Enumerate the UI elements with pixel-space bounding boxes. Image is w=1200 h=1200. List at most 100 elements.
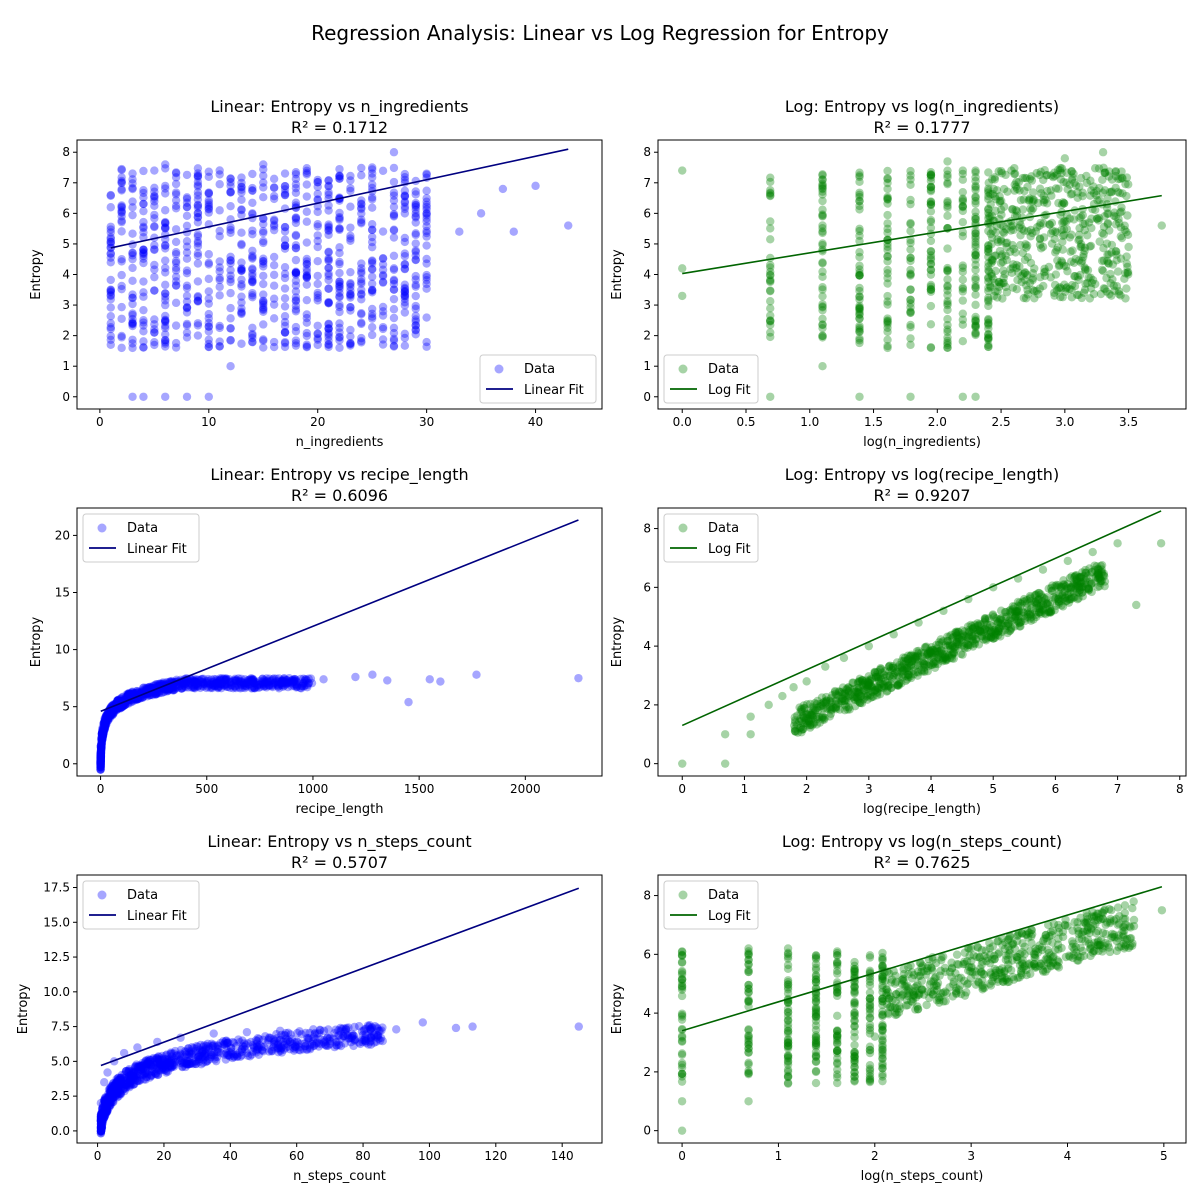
scatter-cloud-point [335,328,344,337]
scatter-cloud-point [990,278,1000,288]
scatter-cloud-point [248,676,258,685]
scatter-cloud-point [971,330,980,340]
scatter-cloud-point [891,997,900,1006]
scatter-cloud-point [367,285,377,295]
scatter-cloud-point [117,1070,127,1080]
scatter-cloud-point [818,175,827,185]
scatter-cloud-point [1028,274,1037,283]
scatter-cloud-point [1036,590,1045,599]
scatter-cloud-point [963,979,973,988]
scatter-cloud-point [926,173,936,182]
scatter-cloud-point [1061,594,1070,603]
scatter-cloud-point [1058,590,1067,600]
scatter-cloud-point [378,166,388,176]
scatter-cloud-point [990,192,1000,201]
scatter-cloud-point [920,656,929,666]
scatter-cloud-point [1067,582,1076,592]
scatter-cloud-point [876,679,886,688]
scatter-cloud-point [291,287,301,296]
scatter-cloud-point [96,752,106,761]
scatter-cloud-point [125,1076,135,1085]
scatter-cloud-point [324,225,333,235]
scatter-cloud-point [211,675,221,684]
scatter-cloud-point [129,689,139,698]
scatter-cloud-point [303,1033,312,1043]
scatter-cloud-point [252,1039,261,1048]
scatter-cloud-point [248,276,257,286]
scatter-cloud-point [854,677,863,687]
scatter-cloud-point [153,689,162,698]
scatter-cloud-point [1120,221,1129,230]
scatter-cloud-point [177,684,186,693]
scatter-cloud-point [248,277,257,287]
scatter-cloud-point [927,642,936,652]
scatter-cloud-point [144,1055,153,1064]
scatter-cloud-point [818,302,827,311]
scatter-cloud-point [111,1088,121,1098]
scatter-cloud-point [805,718,814,727]
scatter-cloud-point [154,1061,164,1070]
scatter-cloud-point [300,681,310,690]
scatter-cloud-point [389,163,399,173]
scatter-cloud-point [370,1038,379,1047]
x-tick-label: 0 [94,1149,102,1163]
scatter-cloud-point [189,1059,198,1069]
scatter-cloud-point [96,1128,106,1138]
scatter-cloud-point [1053,243,1062,252]
scatter-cloud-point [1020,186,1029,196]
scatter-cloud-point [1030,294,1039,303]
scatter-cloud-point [1011,611,1021,621]
scatter-cloud-point [422,259,431,268]
scatter-cloud-point [289,681,299,690]
scatter-cloud-point [300,1042,310,1051]
scatter-cloud-point [224,1050,233,1060]
scatter-cloud-point [883,320,892,329]
scatter-cloud-point [987,269,996,279]
scatter-cloud-point [98,728,107,737]
scatter-cloud-point [269,183,279,193]
scatter-cloud-point [269,294,279,303]
scatter-cloud-point [226,259,235,268]
y-tick-label: 5 [62,700,70,714]
scatter-cloud-point [193,218,203,227]
scatter-cloud-point [150,245,159,254]
scatter-cloud-point [213,683,223,692]
scatter-cloud-point [984,342,993,351]
scatter-cloud-point [188,677,198,686]
scatter-cloud-point [926,207,936,216]
scatter-cloud-point [844,683,853,692]
scatter-cloud-point [171,272,181,281]
scatter-cloud-point [883,257,892,266]
scatter-cloud-point [249,1042,259,1051]
scatter-cloud-point [766,271,775,280]
scatter-cloud-point [855,192,864,202]
scatter-cloud-point [820,715,829,724]
scatter-cloud-point [400,264,410,273]
scatter-cloud-point [934,638,944,647]
scatter-cloud-point [302,331,312,341]
scatter-cloud-point [151,1057,160,1067]
scatter-cloud-point [148,690,157,700]
scatter-cloud-point [943,166,952,175]
scatter-cloud-point [117,703,126,712]
scatter-cloud-point [948,649,957,659]
scatter-cloud-point [302,280,312,289]
scatter-cloud-point [1004,619,1013,628]
scatter-cloud-point [373,1031,383,1041]
scatter-cloud-point [205,679,215,689]
scatter-cloud-point [1016,240,1025,250]
scatter-cloud-point [796,705,806,714]
scatter-cloud-point [126,1078,135,1087]
scatter-cloud-point [204,172,213,182]
scatter-cloud-point [290,676,299,686]
scatter-cloud-point [259,680,268,689]
scatter-cloud-point [422,170,431,179]
scatter-cloud-point [106,191,115,200]
scatter-cloud-point [830,687,840,697]
legend-box [82,513,200,563]
scatter-cloud-point [194,681,203,690]
scatter-cloud-point [888,673,898,682]
x-axis-label: log(recipe_length) [863,802,981,817]
subplot-r2-label: R² = 0.6096 [291,486,388,505]
x-tick-label: 40 [223,1149,238,1163]
